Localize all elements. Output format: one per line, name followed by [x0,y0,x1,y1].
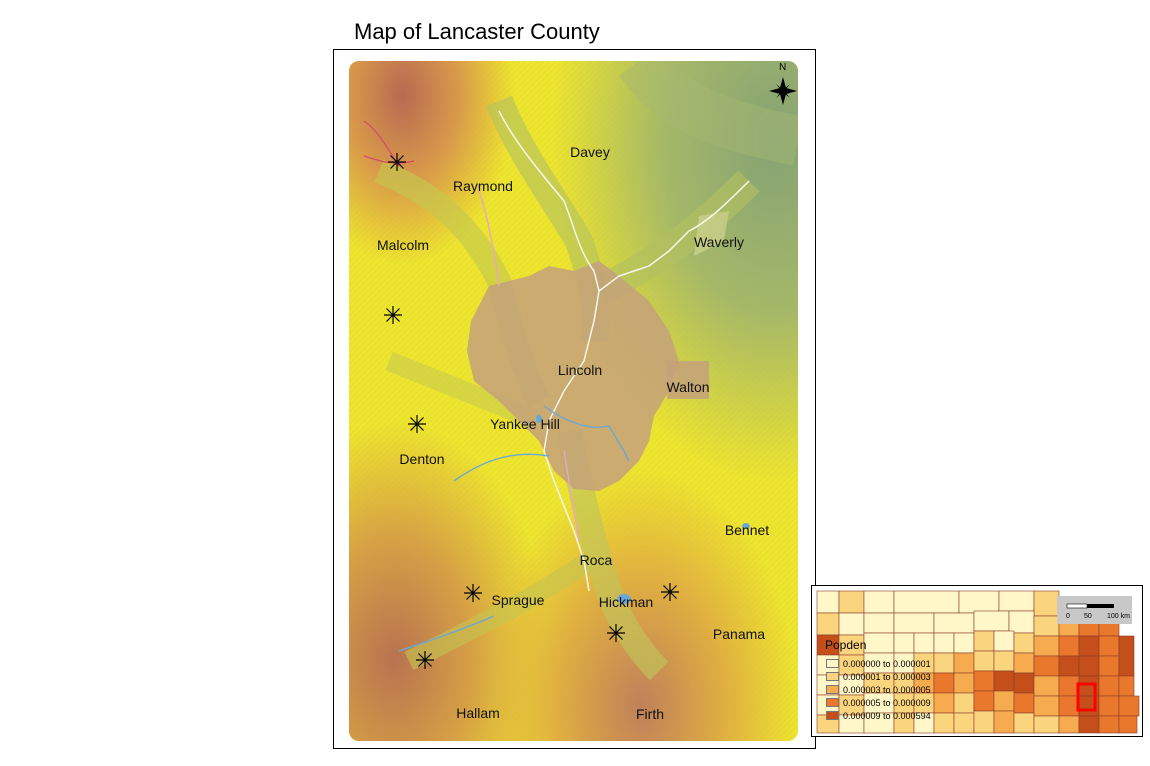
legend-swatch [826,659,839,668]
scale-label-0: 0 [1066,613,1070,620]
legend-label: 0.000003 to 0.000005 [843,684,931,695]
asterisk-station-icon [388,153,406,171]
asterisk-station-icon [408,415,426,433]
legend-swatch [826,672,839,681]
town-label-yankee-hill: Yankee Hill [490,416,560,432]
legend-label: 0.000001 to 0.000003 [843,671,931,682]
asterisk-station-icon [384,306,402,324]
legend-item: 0.000009 to 0.000594 [826,710,931,721]
legend-item: 0.000000 to 0.000001 [826,658,931,669]
town-label-bennet: Bennet [724,522,770,538]
scale-bar: 0 50 100 km [1057,596,1132,624]
town-label-roca: Roca [579,552,613,568]
legend-item: 0.000003 to 0.000005 [826,684,931,695]
asterisk-station-icon [416,651,434,669]
legend-title: Popden [825,638,867,652]
town-label-sprague: Sprague [491,592,545,608]
legend-item: 0.000001 to 0.000003 [826,671,931,682]
legend-swatch [826,711,839,720]
asterisk-station-icon [607,624,625,642]
town-label-raymond: Raymond [453,178,513,194]
asterisk-station-icon [661,583,679,601]
town-label-malcolm: Malcolm [376,237,430,253]
town-label-hallam: Hallam [456,705,500,721]
lancaster-highlight-box [1076,682,1097,712]
town-label-denton: Denton [399,451,445,467]
town-label-walton: Walton [666,379,710,395]
town-label-davey: Davey [570,144,610,160]
north-label: N [779,62,787,73]
legend-swatch [826,698,839,707]
legend-swatch [826,685,839,694]
inset-county-choropleth [816,590,1140,734]
north-arrow-icon [769,77,797,105]
legend-label: 0.000009 to 0.000594 [843,710,931,721]
town-label-panama: Panama [712,626,766,642]
town-label-hickman: Hickman [598,594,654,610]
legend-label: 0.000005 to 0.000009 [843,697,931,708]
asterisk-station-icon [464,584,482,602]
map-title: Map of Lancaster County [354,19,600,44]
legend-label: 0.000000 to 0.000001 [843,658,931,669]
town-label-firth: Firth [636,706,664,722]
town-label-waverly: Waverly [693,234,745,250]
scale-label-50: 50 [1084,613,1092,620]
scale-label-100: 100 km [1107,613,1130,620]
inset-state-map: 0 50 100 km Popden 0.000000 to 0.000001 … [811,585,1143,737]
town-label-lincoln: Lincoln [557,362,603,378]
elevation-map [349,61,798,741]
legend-item: 0.000005 to 0.000009 [826,697,931,708]
